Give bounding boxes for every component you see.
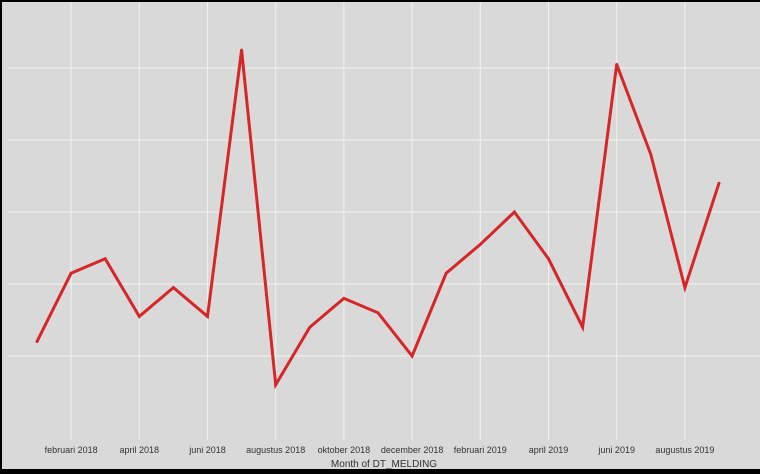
data-point [717,181,721,185]
x-tick-label: oktober 2018 [318,445,371,455]
data-point [240,48,244,52]
x-tick-label: april 2018 [120,445,160,455]
x-axis-label: Month of DT_MELDING [331,459,437,469]
x-tick-label: juni 2019 [597,445,635,455]
series-group [35,48,721,390]
data-point [274,383,278,387]
data-point [444,271,448,275]
grid-lines [8,2,760,440]
x-tick-label: juni 2018 [188,445,226,455]
data-point [172,286,175,289]
x-tick-labels: februari 2018 april 2018 juni 2018 augustus… [45,445,715,455]
x-tick-label: februari 2018 [45,445,98,455]
data-point [513,210,516,214]
data-point [649,153,653,156]
data-point [69,271,73,275]
data-point [410,354,414,358]
data-point [103,257,107,261]
data-point [308,325,312,329]
data-point [35,340,39,343]
x-tick-label: augustus 2018 [246,445,305,455]
data-point [581,325,584,329]
data-point [547,257,550,261]
x-tick-label: augustus 2019 [655,445,714,455]
x-tick-label: april 2019 [529,445,569,455]
x-tick-label: februari 2019 [454,445,507,455]
data-point [615,63,619,66]
data-point [478,243,482,246]
data-point [137,315,141,318]
data-point [683,286,687,289]
data-point [376,311,380,315]
data-point [342,297,346,300]
data-point [206,315,209,318]
x-tick-label: december 2018 [381,445,444,455]
